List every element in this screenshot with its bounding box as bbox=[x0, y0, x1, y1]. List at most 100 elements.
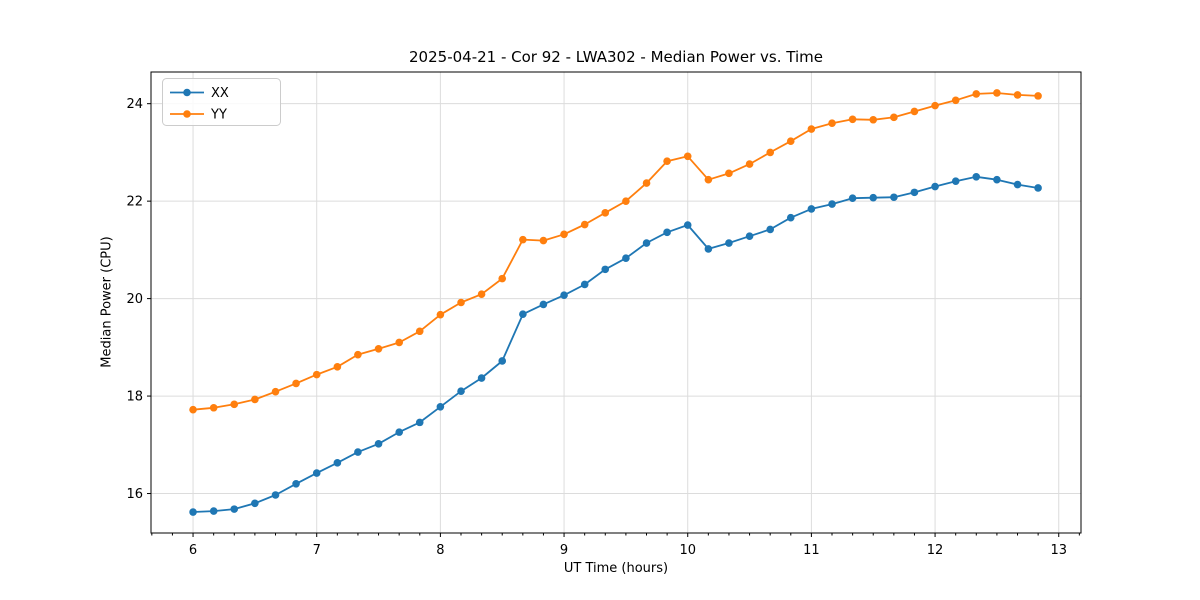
series-YY-marker bbox=[436, 310, 445, 319]
series-XX-marker bbox=[869, 193, 878, 202]
series-YY-marker bbox=[683, 152, 692, 161]
series-XX-marker bbox=[1013, 180, 1022, 189]
series-XX-marker bbox=[642, 239, 651, 247]
series-YY-marker bbox=[333, 363, 342, 371]
series-XX-marker bbox=[601, 265, 610, 274]
series-YY-marker bbox=[477, 290, 486, 299]
series-YY-marker bbox=[622, 197, 630, 205]
series-XX-marker bbox=[354, 448, 362, 456]
series-YY-marker bbox=[642, 179, 651, 187]
series-XX-marker bbox=[415, 418, 424, 427]
chart-title: 2025-04-21 - Cor 92 - LWA302 - Median Po… bbox=[409, 48, 823, 66]
series-YY-marker bbox=[869, 115, 878, 124]
series-XX-marker bbox=[292, 479, 300, 488]
series-XX-marker bbox=[436, 402, 445, 411]
x-tick-label: 7 bbox=[313, 543, 321, 558]
series-XX-marker bbox=[477, 374, 486, 382]
y-tick-label: 16 bbox=[126, 487, 143, 502]
series-YY-marker bbox=[251, 395, 259, 404]
series-YY-marker bbox=[848, 115, 857, 124]
series-YY-marker bbox=[745, 160, 754, 168]
series-XX-marker bbox=[395, 428, 404, 436]
x-tick-label: 10 bbox=[679, 543, 696, 558]
series-XX-marker bbox=[519, 310, 527, 318]
x-tick-label: 12 bbox=[927, 543, 944, 558]
series-XX-marker bbox=[209, 507, 218, 515]
series-XX-marker bbox=[271, 491, 280, 499]
series-XX-marker bbox=[807, 205, 816, 213]
series-YY-marker bbox=[951, 96, 960, 105]
series-XX-marker bbox=[230, 505, 239, 513]
x-axis-label: UT Time (hours) bbox=[563, 561, 669, 576]
series-YY bbox=[189, 89, 1042, 414]
axis-ticks bbox=[147, 103, 1080, 537]
series-XX-marker bbox=[993, 175, 1001, 184]
series-YY-marker bbox=[230, 400, 239, 409]
series-XX-marker bbox=[972, 172, 981, 181]
series-XX-marker bbox=[539, 300, 548, 309]
x-tick-label: 6 bbox=[189, 543, 197, 558]
series-XX-marker bbox=[622, 254, 630, 262]
series-XX-marker bbox=[725, 239, 733, 247]
tick-labels: 6 7 8 9 10 11 12 13 16 18 20 22 24 bbox=[126, 97, 1067, 558]
series-YY-marker bbox=[786, 137, 795, 145]
series-YY-marker bbox=[807, 125, 816, 133]
series-YY-marker bbox=[209, 403, 218, 412]
series-YY-marker bbox=[766, 148, 775, 157]
series-XX bbox=[189, 172, 1042, 516]
series-YY-marker bbox=[189, 405, 197, 414]
series-XX-marker bbox=[848, 194, 857, 203]
series-YY-marker bbox=[704, 175, 713, 184]
plot-frame bbox=[150, 71, 1082, 534]
series-YY-marker bbox=[395, 338, 404, 347]
legend-marker-XX bbox=[183, 88, 191, 97]
series-YY-marker bbox=[1013, 91, 1022, 99]
x-tick-label: 8 bbox=[436, 543, 444, 558]
series-XX-marker bbox=[189, 508, 197, 516]
y-tick-label: 20 bbox=[126, 292, 143, 307]
series-YY-marker bbox=[271, 387, 280, 396]
y-tick-label: 24 bbox=[126, 97, 143, 112]
series-YY-marker bbox=[725, 169, 733, 178]
x-tick-label: 13 bbox=[1050, 543, 1067, 558]
legend-label-YY: YY bbox=[210, 108, 227, 123]
series-YY-marker bbox=[374, 344, 383, 353]
series-YY-marker bbox=[292, 379, 300, 388]
legend-label-XX: XX bbox=[211, 86, 229, 101]
series-YY-marker bbox=[457, 298, 465, 307]
series-YY-marker bbox=[519, 235, 527, 244]
series-YY-marker bbox=[539, 236, 548, 245]
series-XX-marker bbox=[931, 182, 939, 191]
series-YY-marker bbox=[910, 107, 919, 116]
series-XX-marker bbox=[890, 193, 898, 202]
series-XX-marker bbox=[766, 225, 775, 234]
series-YY-marker bbox=[498, 274, 507, 283]
series-XX-marker bbox=[498, 357, 507, 365]
legend: XX YY bbox=[162, 78, 281, 126]
gridlines bbox=[151, 72, 1081, 533]
series-YY-marker bbox=[993, 89, 1001, 97]
series-XX-marker bbox=[683, 221, 692, 229]
series-XX-marker bbox=[663, 228, 671, 237]
series-XX-marker bbox=[1034, 184, 1042, 192]
x-tick-label: 11 bbox=[803, 543, 820, 558]
series-XX-marker bbox=[251, 499, 259, 508]
series-YY-marker bbox=[560, 230, 568, 239]
series-XX-marker bbox=[312, 469, 321, 477]
series-XX-marker bbox=[333, 459, 342, 467]
series-XX-marker bbox=[704, 245, 713, 253]
series-XX-marker bbox=[828, 200, 836, 208]
series-XX-marker bbox=[580, 280, 589, 289]
series-XX-marker bbox=[457, 387, 465, 395]
series-XX-marker bbox=[910, 188, 919, 197]
series-YY-marker bbox=[415, 327, 424, 336]
y-tick-label: 18 bbox=[126, 390, 143, 405]
series-YY-marker bbox=[931, 101, 939, 110]
series-YY-marker bbox=[1034, 92, 1042, 100]
series-YY-marker bbox=[663, 157, 671, 165]
series-YY-marker bbox=[312, 370, 321, 379]
series-YY-marker bbox=[828, 119, 836, 127]
series-YY-marker bbox=[601, 209, 610, 217]
